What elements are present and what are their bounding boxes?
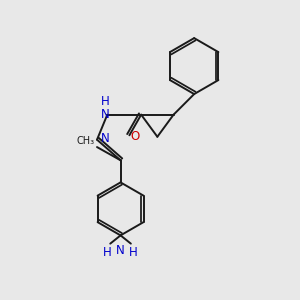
Text: H: H [103, 246, 112, 259]
Text: N: N [100, 108, 109, 121]
Text: H: H [128, 246, 137, 259]
Text: N: N [100, 132, 109, 145]
Text: O: O [130, 130, 140, 143]
Text: H: H [100, 95, 109, 108]
Text: CH₃: CH₃ [76, 136, 94, 146]
Text: N: N [116, 244, 124, 256]
